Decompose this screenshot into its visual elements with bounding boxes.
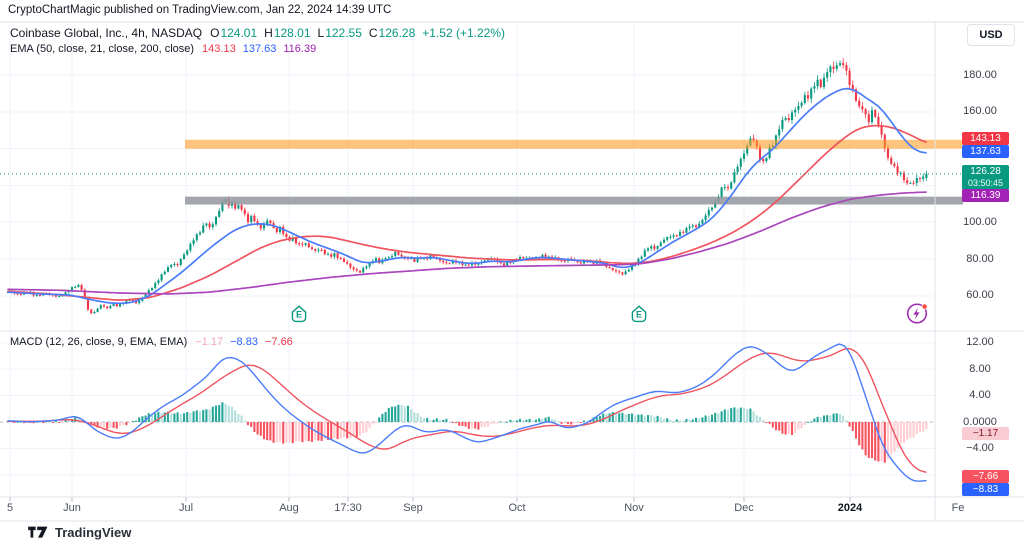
earnings-icon[interactable]: E	[291, 305, 307, 323]
tradingview-logo-text: TradingView	[55, 525, 132, 540]
ohlc-label: H	[264, 26, 273, 40]
ohlc-values: O124.01 H128.01 L122.55 C126.28	[210, 26, 422, 40]
indicator-value: 143.13	[202, 43, 236, 55]
macd-badge: −1.17	[962, 426, 1009, 440]
flash-ideas-icon[interactable]	[904, 300, 930, 326]
ohlc-label: L	[317, 26, 325, 40]
price-badge: 137.63	[962, 144, 1009, 158]
ohlc-value: 124.01	[220, 26, 258, 40]
macd-badge: −7.66	[962, 469, 1009, 483]
ohlc-value: 126.28	[378, 26, 416, 40]
time-tick-label: 5	[6, 502, 14, 514]
time-tick-label: Fe	[951, 502, 965, 514]
price-badge: 116.39	[962, 188, 1009, 202]
ema-values: 143.13 137.63 116.39	[202, 43, 323, 55]
macd-legend: MACD (12, 26, close, 9, EMA, EMA) −1.17 −8…	[10, 336, 300, 348]
indicator-value: −1.17	[195, 336, 224, 348]
price-zones[interactable]	[185, 139, 963, 205]
resistance-zone	[185, 139, 963, 149]
currency-toggle-button[interactable]: USD	[967, 24, 1015, 46]
price-axis-label: 60.00	[966, 289, 994, 302]
tradingview-logo[interactable]: TradingView	[27, 525, 131, 540]
support-zone	[185, 196, 963, 205]
candlestick-series	[6, 58, 928, 315]
time-tick-label: 2024	[837, 502, 863, 514]
macd-axis-label: −4.00	[966, 441, 994, 454]
change-value: +1.52 (+1.22%)	[422, 26, 506, 40]
tradingview-logo-icon	[28, 526, 48, 538]
time-tick-label: Sep	[403, 502, 423, 514]
svg-text:E: E	[296, 310, 302, 320]
ohlc-value: 128.01	[273, 26, 311, 40]
time-tick-label: Jul	[178, 502, 194, 514]
macd-histogram	[6, 402, 928, 463]
price-axis-label: 160.00	[963, 105, 997, 118]
price-badge: 126.28 03:50:45	[962, 165, 1009, 190]
price-badge: 143.13	[962, 131, 1009, 145]
macd-axis-label: 12.00	[966, 336, 994, 349]
ema-legend: EMA (50, close, 21, close, 200, close) 14…	[10, 43, 323, 55]
time-tick-label: Dec	[734, 502, 754, 514]
macd-axis-label: 8.00	[969, 362, 991, 375]
macd-badge: −8.83	[962, 482, 1009, 496]
macd-axis-label: 0.0000	[963, 415, 997, 428]
macd-axis-label: 4.00	[969, 389, 991, 402]
indicator-value: −7.66	[264, 336, 293, 348]
time-tick-label: Aug	[279, 502, 299, 514]
time-tick-label: Jun	[63, 502, 81, 514]
time-tick-label: Oct	[508, 502, 526, 514]
indicator-value: −8.83	[230, 336, 258, 348]
price-axis-label: 180.00	[963, 68, 997, 81]
symbol-title[interactable]: Coinbase Global, Inc., 4h, NASDAQ	[10, 26, 203, 40]
symbol-legend: Coinbase Global, Inc., 4h, NASDAQ O124.01…	[10, 26, 505, 40]
ema-lines	[7, 87, 927, 305]
svg-text:E: E	[636, 310, 642, 320]
time-tick-label: 17:30	[334, 502, 362, 514]
macd-lines	[7, 343, 927, 482]
macd-values: −1.17 −8.83 −7.66	[195, 336, 300, 348]
pane-separators	[0, 21, 1024, 522]
earnings-icon[interactable]: E	[631, 305, 647, 323]
ohlc-value: 122.55	[325, 26, 362, 40]
indicator-value: 116.39	[283, 43, 317, 55]
publish-info: CryptoChartMagic published on TradingVie…	[8, 4, 392, 16]
time-tick-label: Nov	[624, 502, 644, 514]
macd-indicator-title[interactable]: MACD (12, 26, close, 9, EMA, EMA)	[10, 336, 188, 348]
price-axis-label: 80.00	[966, 252, 994, 265]
ohlc-label: O	[210, 26, 220, 40]
ohlc-label: C	[368, 26, 378, 40]
ema-indicator-title[interactable]: EMA (50, close, 21, close, 200, close)	[10, 43, 195, 55]
price-axis-label: 100.00	[963, 215, 997, 228]
indicator-value: 137.63	[242, 43, 277, 55]
